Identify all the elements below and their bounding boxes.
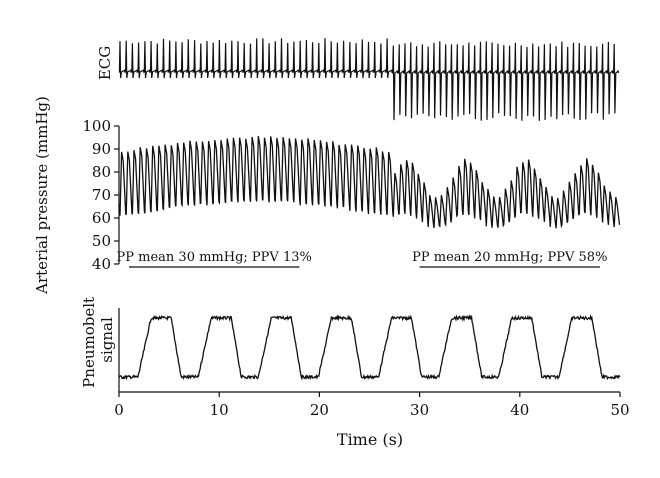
- pressure-tick-label: 100: [82, 117, 111, 135]
- ecg-panel: ECG: [96, 38, 620, 121]
- pneumobelt-ylabel-line1: Pneumobelt: [80, 297, 98, 388]
- pneumobelt-panel: Pneumobelt signal 0 10 20 30 40 50 Time (s): [80, 292, 630, 449]
- pressure-tick-label: 70: [92, 186, 111, 204]
- pneumobelt-ylabel-line2: signal: [98, 317, 116, 363]
- x-tick-label: 0: [114, 401, 124, 419]
- pp-annotation-2: PP mean 20 mmHg; PPV 58%: [412, 250, 607, 265]
- x-tick-label: 50: [610, 401, 629, 419]
- pp-annotations: PP mean 30 mmHg; PPV 13% PP mean 20 mmHg;…: [117, 250, 607, 268]
- pressure-tick-label: 60: [92, 209, 111, 227]
- pressure-tick-label: 40: [92, 255, 111, 273]
- pneumobelt-trace: [118, 314, 621, 381]
- x-tick-label: 40: [510, 401, 529, 419]
- pneumobelt-ylabel: Pneumobelt signal: [80, 292, 116, 388]
- ecg-ylabel: ECG: [96, 46, 114, 80]
- pressure-tick-label: 50: [92, 232, 111, 250]
- x-tick-label: 10: [210, 401, 229, 419]
- ecg-trace: [118, 38, 620, 121]
- x-axis-label: Time (s): [337, 430, 403, 449]
- pressure-ticks: 40 50 60 70 80 90 100: [82, 117, 119, 273]
- pressure-trace: [118, 135, 621, 229]
- pressure-tick-label: 80: [92, 163, 111, 181]
- pressure-ylabel: Arterial pressure (mmHg): [33, 96, 51, 295]
- x-tick-label: 20: [310, 401, 329, 419]
- pressure-tick-label: 90: [92, 140, 111, 158]
- pressure-panel: Arterial pressure (mmHg) 40 50 60 70 80 90 100…: [33, 96, 621, 295]
- pp-annotation-1: PP mean 30 mmHg; PPV 13%: [117, 250, 312, 265]
- x-tick-label: 30: [410, 401, 429, 419]
- x-ticks: 0 10 20 30 40 50: [114, 392, 630, 419]
